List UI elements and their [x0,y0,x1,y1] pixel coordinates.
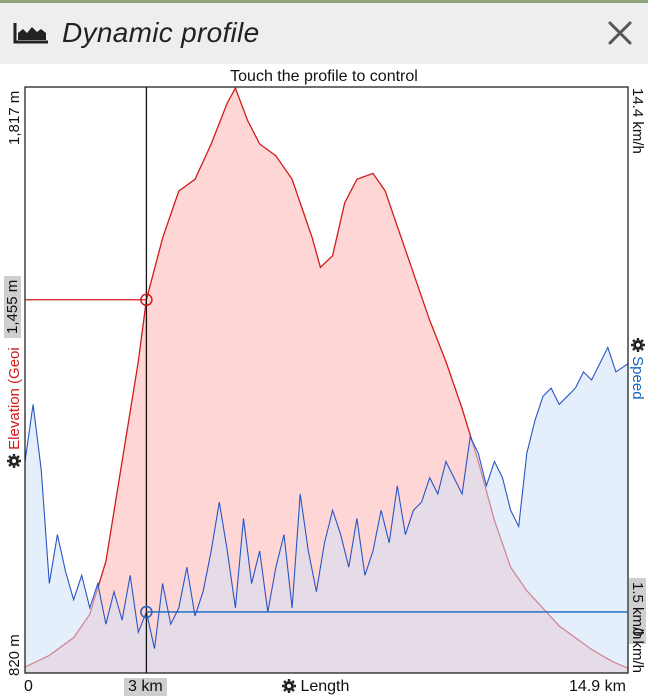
elevation-min-label: 820 m [6,634,23,676]
length-end-label: 14.9 km [569,678,626,695]
dialog-header: Dynamic profile [0,0,648,64]
speed-line [24,345,629,649]
speed-area [25,347,628,673]
close-icon[interactable] [606,19,634,47]
elevation-axis-title[interactable]: Elevation (Geoi [6,347,23,468]
speed-axis-title[interactable]: Speed [629,338,646,400]
length-start-label: 0 [24,678,33,695]
elevation-cursor-marker [140,293,153,307]
speed-max-label: 14.4 km/h [629,88,646,154]
elevation-max-label: 1,817 m [6,90,23,145]
profile-chart-icon [13,23,48,44]
speed-axis-name: Speed [629,356,646,400]
speed-cursor-marker [140,605,153,619]
elevation-cursor-value: 1,455 m [4,275,21,338]
length-cursor-value: 3 km [124,678,167,696]
plot-frame [24,86,629,674]
dialog-title: Dynamic profile [62,17,260,48]
gear-icon [282,679,296,693]
profile-hint: Touch the profile to control [230,68,418,85]
gear-icon [631,338,645,352]
length-axis-title[interactable]: Length [282,678,349,696]
elevation-axis-name: Elevation (Geoi [6,347,23,450]
gear-icon [7,454,21,468]
length-axis-name: Length [300,678,350,695]
speed-min-label: 0 km/h [629,628,646,674]
